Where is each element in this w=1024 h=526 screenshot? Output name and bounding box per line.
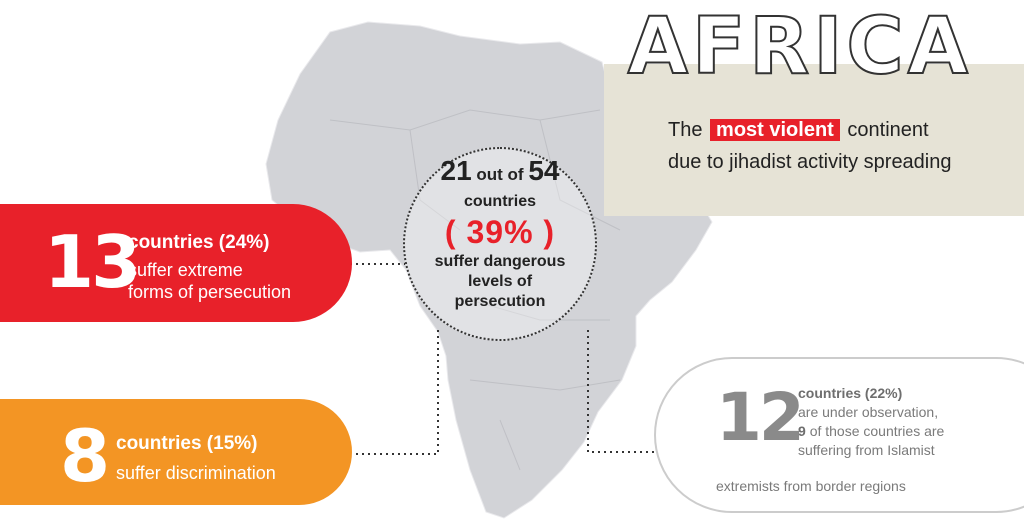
connector-lines <box>320 263 690 455</box>
subtitle-highlight: most violent <box>710 119 840 141</box>
discrimination-card <box>0 399 352 505</box>
extreme-persecution-card <box>0 204 352 322</box>
discrimination-line1: suffer discrimination <box>116 463 276 483</box>
discrimination-number: 8 <box>60 414 110 498</box>
summary-countries: countries <box>463 193 536 210</box>
extreme-line2: forms of persecution <box>128 282 292 302</box>
summary-total: 54 <box>528 155 560 186</box>
observation-text: countries (22%) are under observation, 9… <box>798 384 998 460</box>
observation-count9: 9 <box>798 423 806 439</box>
extreme-number: 13 <box>44 220 141 304</box>
subtitle-before: The <box>668 119 703 141</box>
summary-circle <box>403 147 597 341</box>
subtitle: The most violent continent due to jihadi… <box>668 114 998 178</box>
observation-line1: are under observation, <box>798 404 939 420</box>
discrimination-heading: countries (15%) <box>116 433 258 454</box>
observation-card <box>654 357 1024 513</box>
observation-line4: extremists from border regions <box>716 478 906 494</box>
observation-heading: countries (22%) <box>798 385 903 401</box>
summary-percent: ( 39% ) <box>444 214 556 250</box>
subtitle-after: continent <box>847 119 929 141</box>
summary-out-of: out of <box>476 165 524 184</box>
extreme-heading: countries (24%) <box>128 232 270 253</box>
extreme-line1: suffer extreme <box>128 260 243 280</box>
observation-number: 12 <box>716 379 805 456</box>
summary-count: 21 <box>440 155 472 186</box>
subtitle-line2: due to jihadist activity spreading <box>668 151 952 173</box>
summary-line1: suffer dangerous <box>434 253 566 270</box>
summary-line3: persecution <box>454 293 546 310</box>
observation-line3: suffering from Islamist <box>798 442 935 458</box>
summary-text: 21 out of 54 countries ( 39% ) suffer da… <box>403 152 597 312</box>
page-title: AFRICA <box>627 2 972 92</box>
observation-line2: of those countries are <box>809 423 945 439</box>
summary-line2: levels of <box>467 273 533 290</box>
